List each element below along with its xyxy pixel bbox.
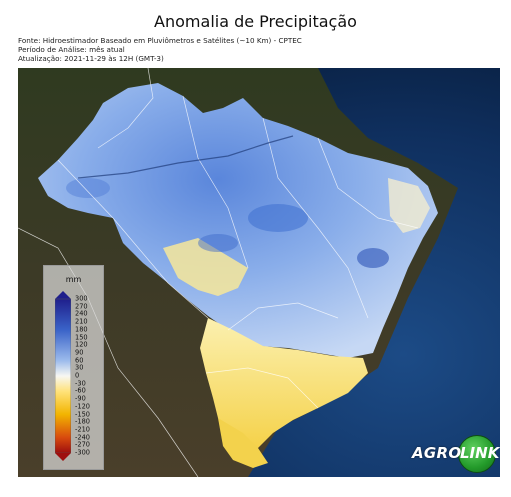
legend-tick-label: 90 [75, 348, 84, 357]
update-line: Atualização: 2021-11-29 às 12H (GMT-3) [18, 54, 164, 64]
logo-text-link: LINK [460, 444, 500, 462]
legend-tick-label: 0 [75, 371, 80, 380]
logo-text-agro: AGRO [412, 444, 462, 462]
wet-hotspot-central [248, 204, 308, 232]
brazil-dry-southern-tip [218, 418, 268, 468]
legend-tick-label: -180 [75, 417, 90, 426]
map-svg [18, 68, 500, 477]
brazil-dry-south [200, 318, 368, 448]
legend-tick-label: -90 [75, 394, 86, 403]
anomaly-map [18, 68, 500, 477]
legend-tick-label: 60 [75, 356, 84, 365]
legend-arrow-bottom [55, 453, 71, 461]
source-line: Fonte: Hidroestimador Baseado em Pluviôm… [18, 36, 302, 45]
legend-tick-label: -240 [75, 433, 90, 442]
legend-tick-label: -120 [75, 402, 90, 411]
wet-hotspot-east [357, 248, 389, 268]
brazil-wet-region [38, 83, 438, 358]
logo-circle [458, 435, 496, 473]
legend-tick-label: 120 [75, 340, 88, 349]
legend-tick-label: 180 [75, 325, 88, 334]
legend-tick-label: -270 [75, 440, 90, 449]
legend-tick-label: -300 [75, 448, 90, 457]
amazon-river [77, 135, 294, 179]
brazil-dry-northeast [388, 178, 430, 233]
legend-tick-label: 210 [75, 317, 88, 326]
legend-tick-label: 270 [75, 302, 88, 311]
legend-tick-label: 240 [75, 309, 88, 318]
brazil-dry-west [163, 238, 248, 296]
legend: mm 300 270 240 210 180 150 120 90 60 30 0 -30 -60 -90… [43, 265, 104, 470]
legend-unit-label: mm [65, 275, 82, 284]
legend-tick-label: 300 [75, 294, 88, 303]
legend-tick-label: -30 [75, 379, 86, 388]
legend-arrow-top [55, 291, 71, 299]
wet-hotspot-west [198, 234, 238, 252]
agrolink-logo: AGRO LINK [412, 433, 500, 473]
legend-tick-label: 30 [75, 363, 84, 372]
period-line: Período de Análise: mês atual [18, 45, 125, 55]
legend-colorbar [55, 291, 71, 461]
wet-hotspot-northwest [66, 178, 110, 198]
legend-tick-label: -60 [75, 386, 86, 395]
legend-tick-label: 150 [75, 333, 88, 341]
legend-gradient [55, 298, 71, 454]
legend-tick-label: -150 [75, 410, 90, 418]
map-metadata: Fonte: Hidroestimador Baseado em Pluviôm… [18, 36, 302, 64]
map-title: Anomalia de Precipitação [154, 12, 357, 31]
legend-tick-label: -210 [75, 425, 90, 434]
legend-ticks: 300 270 240 210 180 150 120 90 60 30 0 -30 -60 -90 -12… [72, 294, 102, 456]
